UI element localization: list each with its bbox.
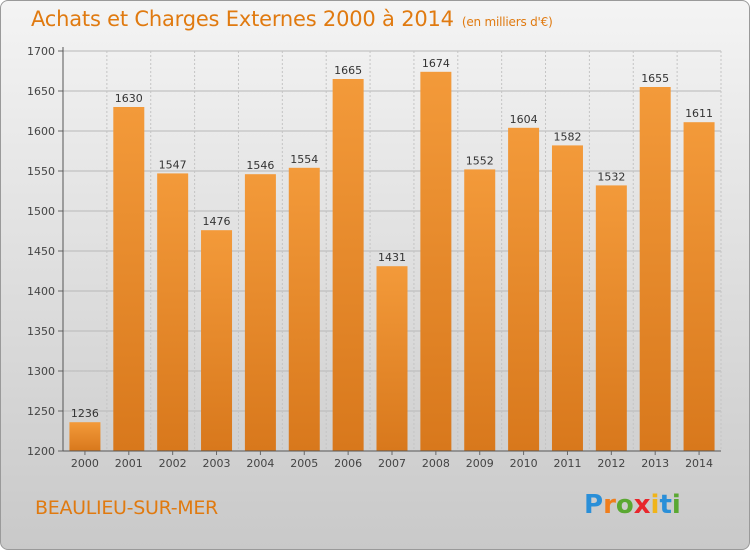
x-tick-label: 2013	[641, 457, 669, 470]
data-label: 1554	[290, 153, 318, 166]
y-tick-label: 1600	[27, 125, 55, 138]
x-tick-label: 2007	[378, 457, 406, 470]
bar-2014[interactable]	[683, 122, 715, 451]
x-tick-label: 2009	[466, 457, 494, 470]
logo-letter: r	[603, 490, 616, 520]
y-tick-label: 1300	[27, 365, 55, 378]
logo-letter: P	[584, 490, 604, 520]
bar-2009[interactable]	[464, 169, 496, 451]
y-tick-label: 1550	[27, 165, 55, 178]
data-label: 1431	[378, 251, 406, 264]
bars	[69, 71, 715, 452]
data-label: 1532	[597, 170, 625, 183]
x-tick-label: 2003	[203, 457, 231, 470]
bar-2005[interactable]	[288, 167, 320, 452]
data-label: 1236	[71, 407, 99, 420]
axes	[58, 47, 721, 455]
y-tick-label: 1450	[27, 245, 55, 258]
data-label: 1476	[203, 215, 231, 228]
proxiti-logo[interactable]: Proxiti	[584, 490, 681, 520]
labels: 1200 1250 1300 1350 1400 1450 1500 1550 1600 1650…	[27, 45, 713, 470]
y-tick-label: 1500	[27, 205, 55, 218]
x-tick-label: 2011	[553, 457, 581, 470]
bar-2010[interactable]	[508, 127, 540, 452]
bar-2011[interactable]	[551, 145, 583, 451]
commune-name: BEAULIEU-SUR-MER	[35, 497, 218, 519]
x-tick-label: 2010	[510, 457, 538, 470]
x-tick-label: 2001	[115, 457, 143, 470]
data-label: 1611	[685, 107, 713, 120]
x-tick-label: 2004	[246, 457, 274, 470]
chart-title: Achats et Charges Externes 2000 à 2014 (e…	[31, 7, 553, 31]
data-label: 1582	[553, 130, 581, 143]
chart-subtitle: (en milliers d'€)	[461, 15, 553, 29]
x-tick-label: 2014	[685, 457, 713, 470]
bar-2008[interactable]	[420, 71, 452, 452]
logo-letter: x	[633, 490, 651, 520]
data-label: 1655	[641, 72, 669, 85]
y-tick-label: 1250	[27, 405, 55, 418]
y-tick-label: 1400	[27, 285, 55, 298]
y-tick-label: 1200	[27, 445, 55, 458]
x-tick-label: 2006	[334, 457, 362, 470]
data-label: 1552	[466, 154, 494, 167]
bar-2007[interactable]	[376, 266, 408, 451]
bar-2002[interactable]	[157, 173, 189, 451]
bar-2006[interactable]	[332, 79, 364, 451]
x-tick-label: 2002	[159, 457, 187, 470]
x-tick-label: 2012	[597, 457, 625, 470]
logo-letter: t	[659, 490, 672, 520]
data-label: 1630	[115, 92, 143, 105]
logo-letter: o	[615, 490, 634, 520]
x-tick-label: 2008	[422, 457, 450, 470]
y-tick-label: 1350	[27, 325, 55, 338]
data-label: 1546	[246, 159, 274, 172]
bar-2003[interactable]	[201, 230, 233, 451]
logo-letter: i	[671, 490, 681, 520]
data-label: 1547	[159, 158, 187, 171]
x-tick-label: 2005	[290, 457, 318, 470]
bar-2001[interactable]	[113, 107, 145, 451]
bar-2013[interactable]	[639, 87, 671, 451]
data-label: 1665	[334, 64, 362, 77]
x-tick-label: 2000	[71, 457, 99, 470]
bar-2012[interactable]	[595, 185, 627, 451]
data-label: 1604	[510, 113, 538, 126]
data-label: 1674	[422, 57, 450, 70]
bar-2000[interactable]	[69, 422, 101, 451]
y-tick-label: 1700	[27, 45, 55, 58]
bar-2004[interactable]	[244, 174, 276, 451]
logo-letter: i	[650, 490, 660, 520]
y-tick-label: 1650	[27, 85, 55, 98]
chart-title-text: Achats et Charges Externes 2000 à 2014	[31, 7, 454, 31]
